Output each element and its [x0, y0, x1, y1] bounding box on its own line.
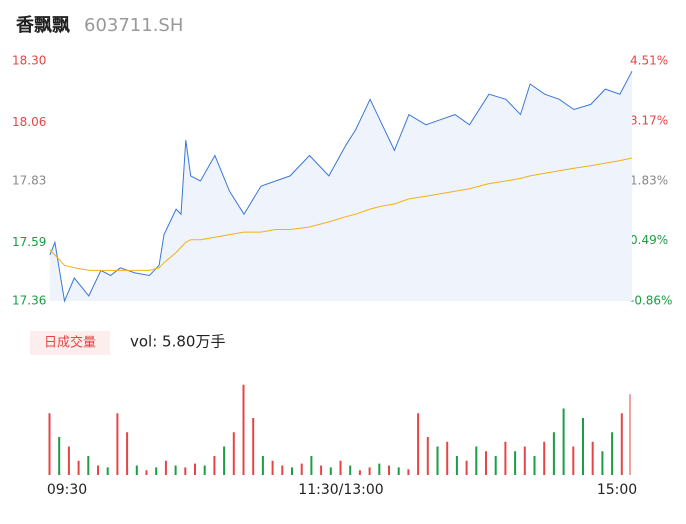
volume-bar — [620, 413, 623, 475]
y2-tick-label: 3.17% — [630, 113, 668, 127]
volume-bar — [591, 441, 594, 475]
volume-bar — [48, 413, 51, 475]
volume-bar — [629, 394, 631, 475]
volume-bar — [67, 446, 70, 475]
stock-code: 603711.SH — [84, 15, 183, 36]
volume-bar — [358, 470, 361, 475]
volume-bar — [213, 456, 216, 475]
volume-bar — [145, 470, 148, 475]
volume-bar — [77, 460, 80, 475]
y-tick-label: 18.30 — [12, 54, 46, 68]
volume-bar — [494, 456, 497, 475]
volume-bar — [97, 465, 99, 475]
x-tick-label: 11:30/13:00 — [298, 482, 383, 498]
volume-bar — [407, 469, 410, 475]
volume-bar — [58, 437, 61, 475]
y2-tick-label: 0.49% — [630, 233, 668, 247]
volume-bar — [417, 413, 420, 475]
volume-bar — [194, 463, 196, 475]
volume-bar — [174, 465, 177, 475]
volume-bar — [397, 467, 400, 475]
volume-bar — [349, 465, 352, 475]
volume-bar — [582, 418, 584, 475]
y-tick-label: 17.59 — [12, 235, 46, 249]
volume-bar — [126, 432, 129, 475]
x-tick-label: 15:00 — [597, 482, 637, 498]
volume-bar — [455, 456, 458, 475]
volume-bar — [310, 456, 313, 475]
volume-bar — [368, 467, 371, 475]
volume-bar — [252, 418, 255, 475]
volume-bar — [446, 441, 449, 475]
volume-bar — [232, 432, 235, 475]
volume-bar — [291, 467, 293, 475]
y2-tick-label: 1.83% — [630, 173, 668, 187]
volume-bar — [261, 456, 264, 475]
volume-bar — [436, 446, 439, 475]
volume-bar — [426, 437, 429, 475]
y-tick-label: 17.36 — [12, 294, 46, 308]
volume-bar — [320, 465, 323, 475]
volume-label: vol: 5.80万手 — [130, 333, 225, 351]
volume-bar — [223, 446, 226, 475]
volume-bar — [87, 456, 90, 475]
volume-bar — [164, 460, 167, 475]
volume-bar — [329, 467, 332, 475]
volume-bar — [504, 441, 507, 475]
volume-legend: 日成交量 — [44, 335, 96, 351]
volume-bar — [562, 408, 565, 475]
volume-bar — [339, 460, 342, 475]
y2-tick-label: -0.86% — [630, 294, 672, 308]
volume-bar — [116, 413, 119, 475]
stock-name: 香飘飘 — [15, 15, 70, 36]
volume-bar — [543, 441, 546, 475]
volume-bar — [184, 467, 187, 475]
volume-bar — [485, 451, 487, 475]
y2-tick-label: 4.51% — [630, 54, 668, 68]
volume-bar — [242, 384, 245, 475]
volume-bar — [281, 465, 284, 475]
volume-bar — [572, 446, 575, 475]
volume-bar — [106, 467, 109, 475]
legend-box — [30, 331, 110, 355]
volume-bar — [135, 465, 138, 475]
volume-bar — [611, 432, 614, 475]
volume-bar — [378, 463, 381, 475]
average-line — [49, 157, 633, 271]
volume-bar — [601, 451, 604, 475]
volume-bar — [514, 451, 517, 475]
volume-bar — [465, 460, 468, 475]
volume-bar — [155, 467, 158, 475]
volume-bar — [300, 463, 303, 475]
volume-bar — [388, 465, 390, 475]
price-area — [50, 71, 632, 301]
volume-bar — [533, 456, 536, 475]
volume-bar — [552, 432, 555, 475]
y-tick-label: 18.06 — [12, 115, 46, 129]
y-tick-label: 17.83 — [12, 174, 46, 188]
volume-bar — [523, 446, 526, 475]
volume-bar — [203, 465, 206, 475]
x-tick-label: 09:30 — [47, 482, 87, 498]
volume-bar — [475, 446, 478, 475]
volume-bar — [271, 460, 274, 475]
